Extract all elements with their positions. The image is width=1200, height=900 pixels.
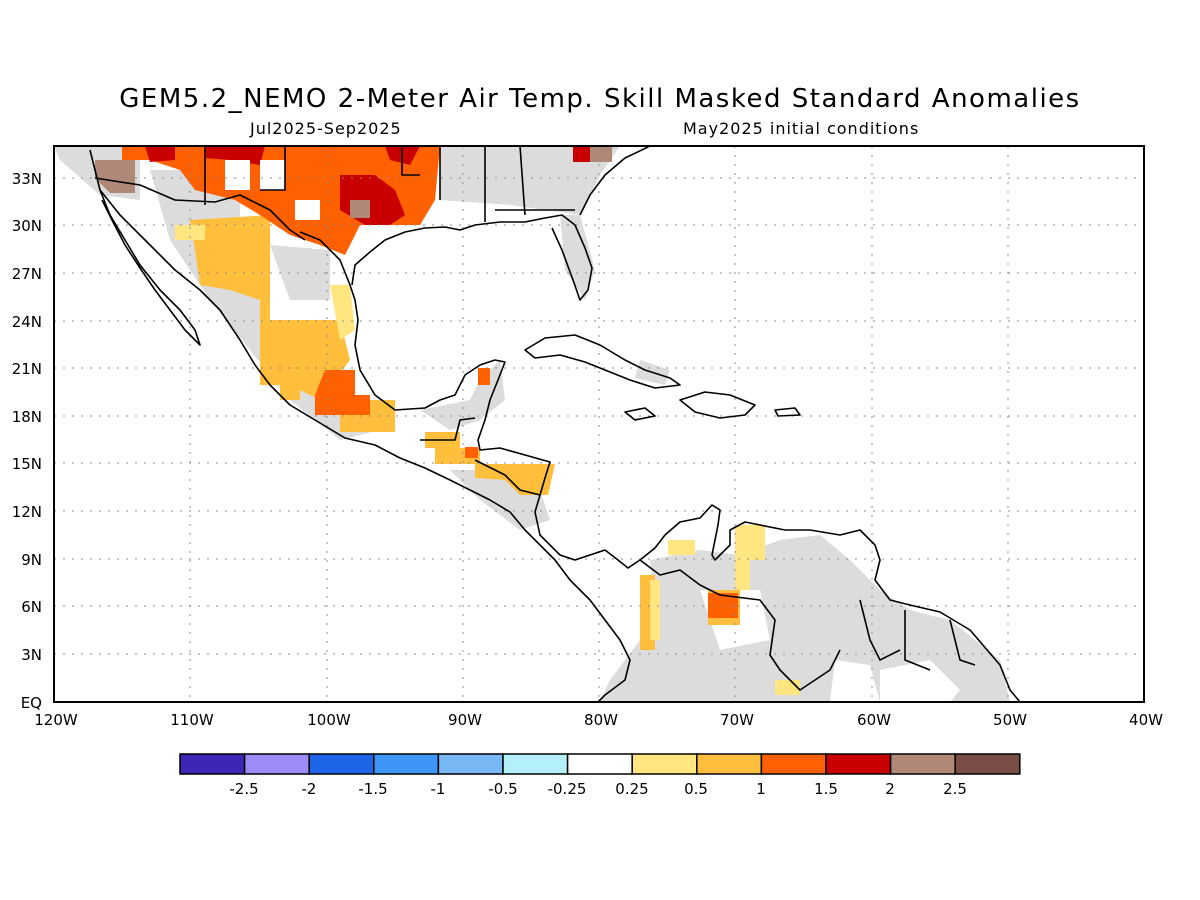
colorbar-label: 1.5 [814,780,838,798]
anomaly-0.25-0.5 [175,225,800,695]
colorbar-label: 0.25 [615,780,648,798]
lon-label: 110W [170,711,214,729]
colorbar-label: -2.5 [229,780,258,798]
lat-label: 18N [12,408,42,426]
anomaly-1-1.5 [122,146,738,618]
colorbar-swatch [760,753,827,775]
colorbar-swatch [373,753,440,775]
initial-conditions: May2025 initial conditions [683,119,920,138]
lon-label: 90W [448,711,482,729]
colorbar-swatch [696,753,763,775]
lat-label: 6N [21,598,42,616]
lat-label: 12N [12,503,42,521]
colorbar-swatch [502,753,569,775]
lon-label: 40W [1129,711,1163,729]
lat-label: 27N [12,265,42,283]
lat-label: 15N [12,455,42,473]
lon-label: 120W [34,711,78,729]
lat-label: 3N [21,646,42,664]
lon-label: 70W [720,711,754,729]
near-zero-patches [225,160,320,220]
lon-label: 60W [857,711,891,729]
forecast-period: Jul2025-Sep2025 [250,119,402,138]
colorbar-label: 1 [756,780,766,798]
colorbar-label: 0.5 [684,780,708,798]
lat-label: 9N [21,551,42,569]
colorbar-swatch [631,753,698,775]
lon-label: 80W [584,711,618,729]
colorbar-label: 2.5 [943,780,967,798]
lat-label: 30N [12,217,42,235]
colorbar-label: -0.25 [548,780,587,798]
colorbar-swatch [566,753,633,775]
colorbar-labels: -2.5 -2 -1.5 -1 -0.5 -0.25 0.25 0.5 1 1.… [229,780,967,798]
colorbar-label: -1.5 [358,780,387,798]
colorbar-swatch [889,753,956,775]
colorbar-swatch [437,753,504,775]
colorbar-swatch [243,753,310,775]
lon-label: 50W [993,711,1027,729]
latitude-labels: 33N 30N 27N 24N 21N 18N 15N 12N 9N 6N 3N… [12,170,42,712]
anomaly-0.5-1 [190,215,740,650]
gridlines [54,146,1144,702]
lat-label: EQ [21,694,42,712]
lat-label: 21N [12,360,42,378]
lat-label: 24N [12,313,42,331]
colorbar-label: -1 [431,780,446,798]
plot-title: GEM5.2_NEMO 2-Meter Air Temp. Skill Mask… [119,84,1081,114]
colorbar-swatch [179,753,246,775]
longitude-labels: 120W 110W 100W 90W 80W 70W 60W 50W 40W [34,711,1163,729]
colorbar-swatch [308,753,375,775]
colorbar-swatch [954,753,1021,775]
colorbar [179,753,1021,775]
colorbar-swatch [825,753,892,775]
colorbar-label: -0.5 [488,780,517,798]
lon-label: 100W [307,711,351,729]
map-frame [53,145,1145,703]
coastlines [89,146,1021,702]
anomaly-field [54,146,1010,702]
colorbar-label: -2 [302,780,317,798]
colorbar-label: 2 [885,780,895,798]
lat-label: 33N [12,170,42,188]
anomaly-2-2.5 [95,146,612,218]
